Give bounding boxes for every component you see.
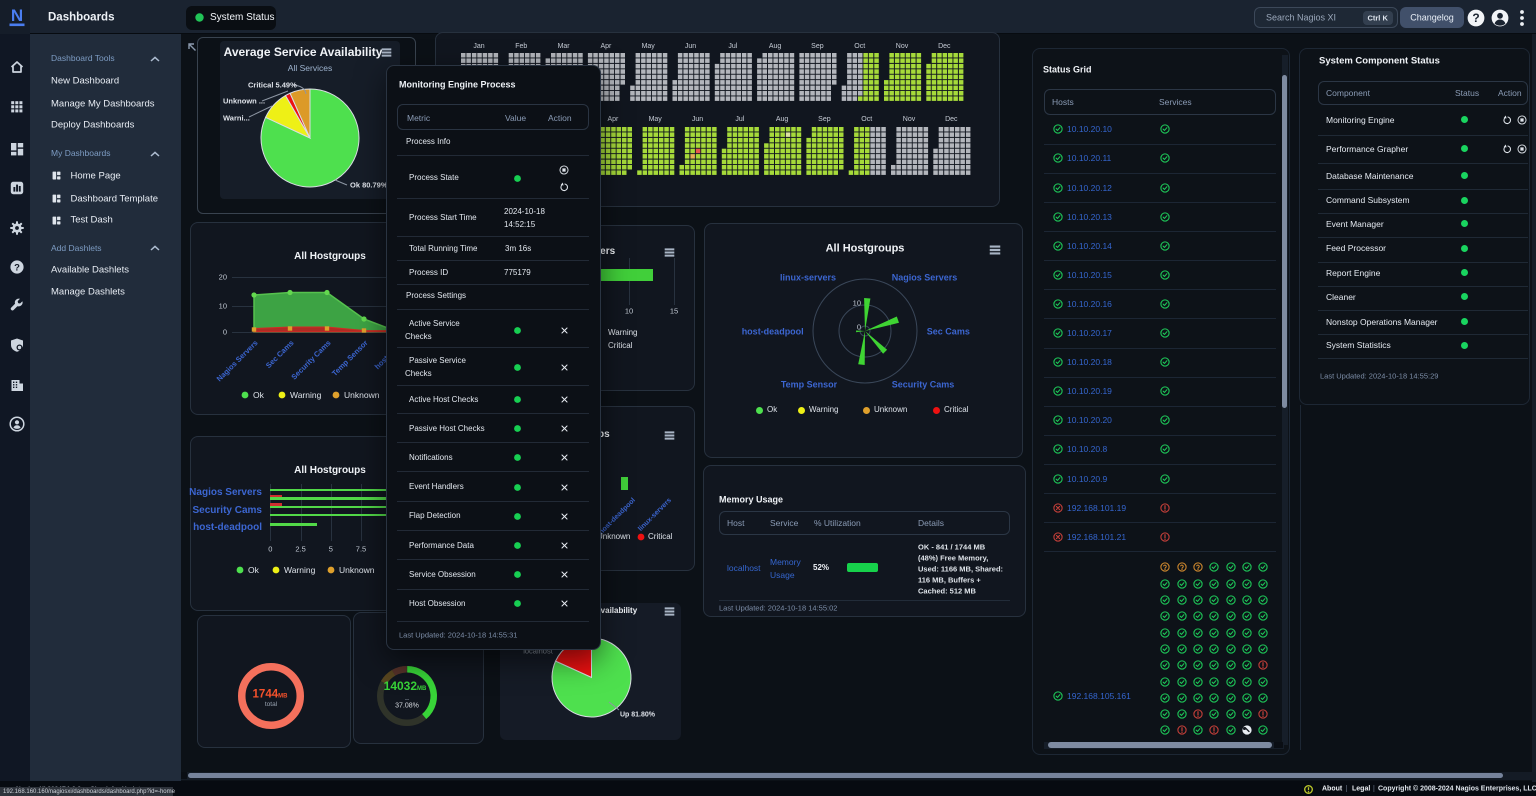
svg-text:?: ? — [14, 262, 20, 273]
svg-text:May: May — [649, 116, 663, 123]
svg-text:Nov: Nov — [896, 43, 909, 50]
svg-text:Jun: Jun — [685, 43, 696, 50]
svg-text:Aug: Aug — [769, 43, 782, 50]
svg-text:N: N — [11, 6, 23, 25]
svg-text:Oct: Oct — [854, 43, 865, 50]
svg-text:Sep: Sep — [818, 116, 831, 123]
svg-text:Dec: Dec — [945, 116, 958, 123]
svg-text:Apr: Apr — [600, 43, 612, 50]
svg-text:Jul: Jul — [735, 116, 744, 123]
svg-text:Mar: Mar — [558, 43, 571, 50]
svg-text:Nov: Nov — [903, 116, 916, 123]
svg-text:Aug: Aug — [776, 116, 789, 123]
svg-text:Jul: Jul — [728, 43, 737, 50]
svg-text:Oct: Oct — [861, 116, 872, 123]
svg-text:Feb: Feb — [515, 43, 527, 50]
svg-text:Jan: Jan — [473, 43, 484, 50]
svg-text:Jun: Jun — [692, 116, 703, 123]
svg-text:?: ? — [1472, 11, 1479, 25]
svg-text:Apr: Apr — [607, 116, 619, 123]
svg-text:May: May — [642, 43, 656, 50]
svg-text:Sep: Sep — [811, 43, 824, 50]
svg-text:Dec: Dec — [938, 43, 951, 50]
